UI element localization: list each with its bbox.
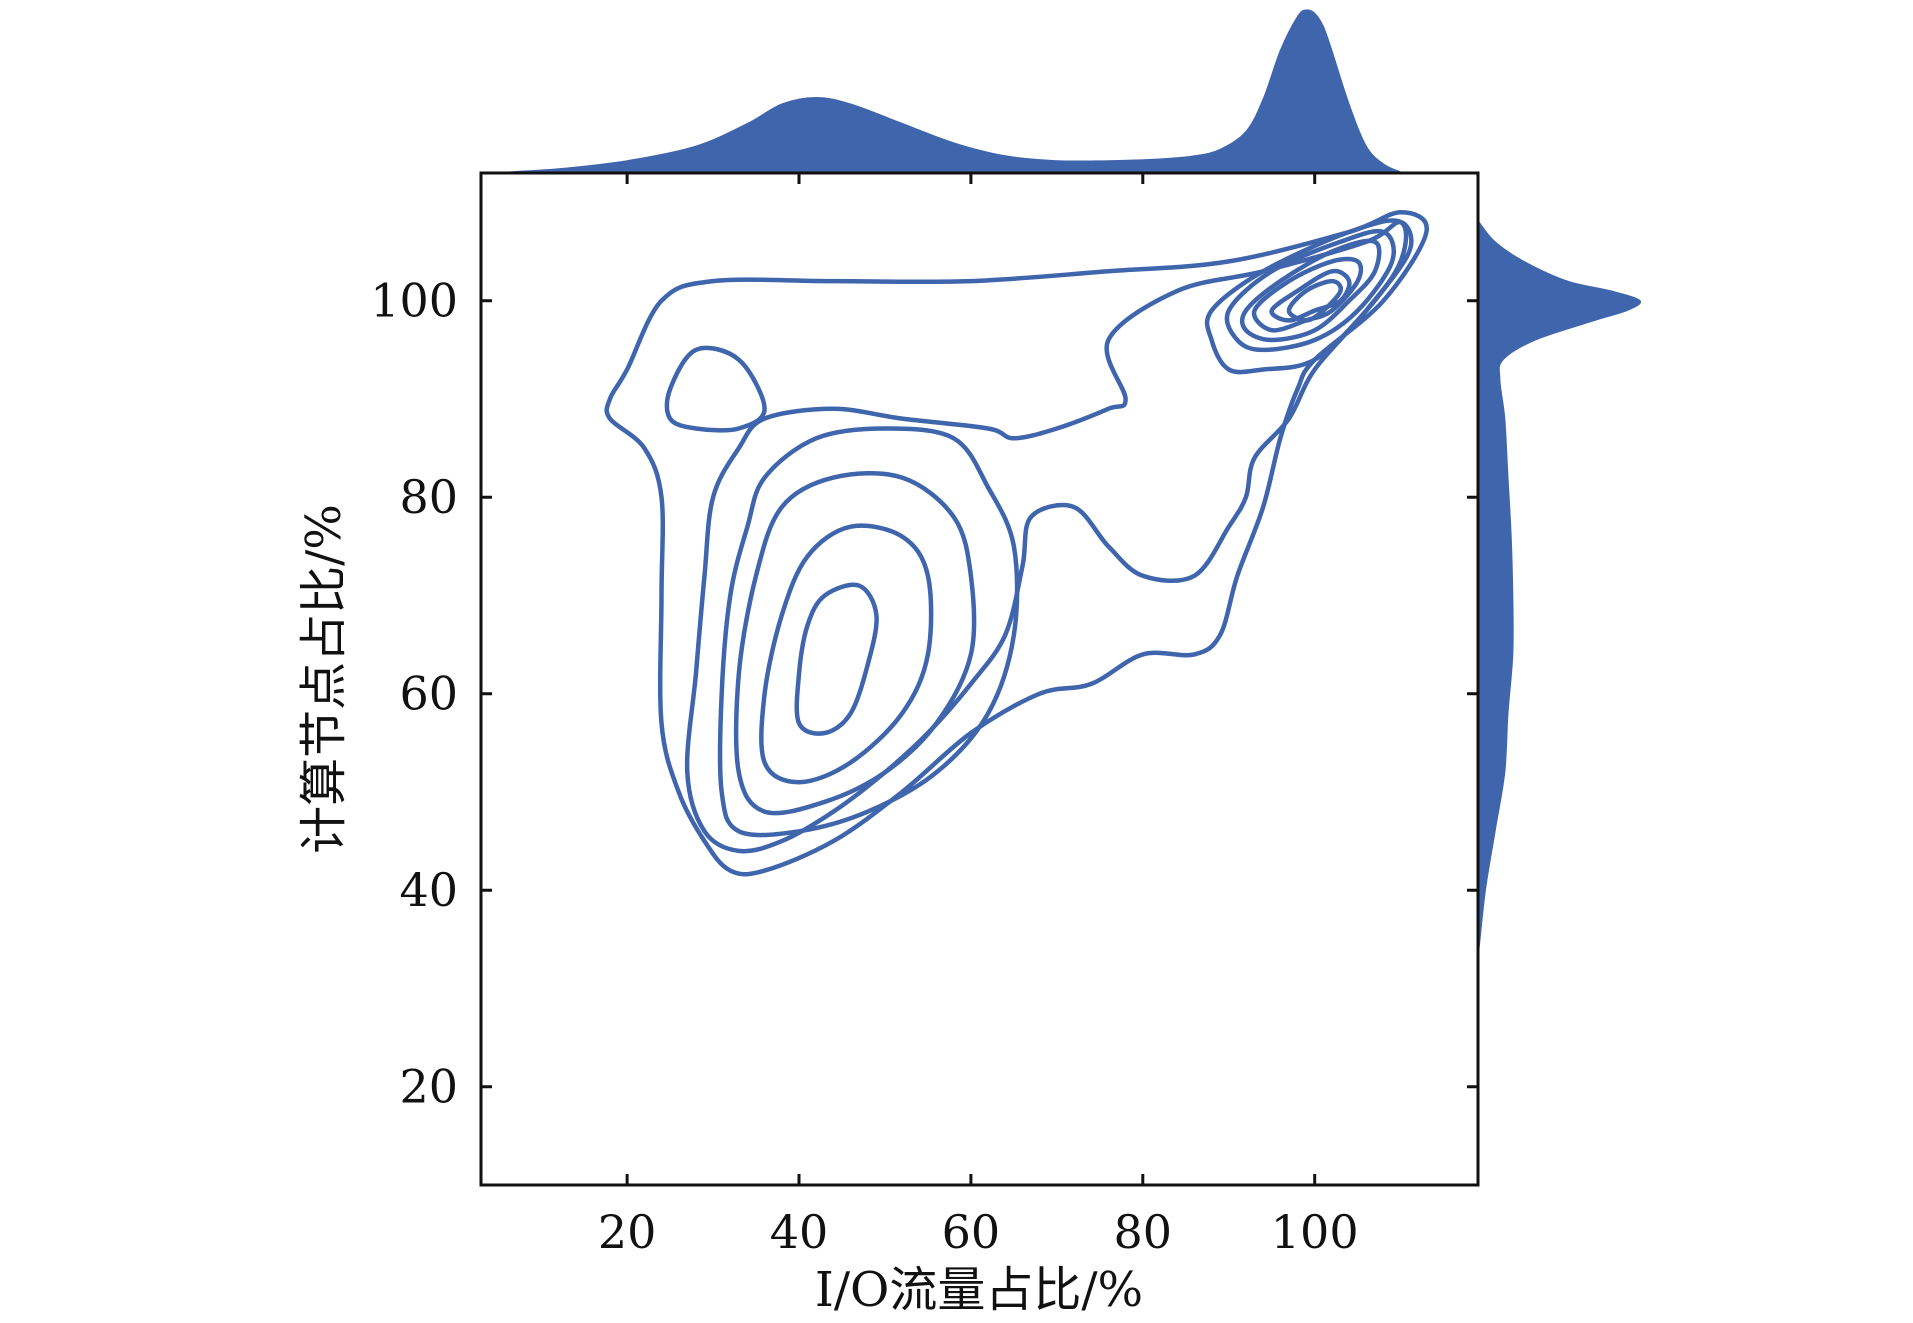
contour-line: [794, 582, 879, 736]
contour-line: [684, 219, 1414, 854]
contour-line: [1286, 278, 1343, 323]
contour-line: [1269, 268, 1352, 323]
contour-line: [664, 345, 767, 433]
contour-line: [717, 426, 1020, 838]
contour-line: [1239, 238, 1382, 343]
plot-frame: [479, 171, 1480, 1187]
x-tick-label: 80: [1114, 1205, 1173, 1259]
marginal-y-area: [1478, 220, 1642, 950]
axis-ticks: 20 40 60 80 100 20 40 60 80 100: [370, 173, 1478, 1259]
contour-line: [1204, 218, 1409, 375]
y-tick-label: 80: [399, 470, 458, 524]
x-tick-label: 100: [1271, 1205, 1359, 1259]
y-tick-label: 60: [399, 667, 458, 721]
y-tick-label: 20: [399, 1060, 458, 1114]
y-tick-label: 40: [399, 863, 458, 917]
x-axis-title: I/O流量占比/%: [815, 1262, 1143, 1318]
x-tick-label: 20: [598, 1205, 657, 1259]
contour-line: [759, 523, 934, 785]
marginal-x-density: [506, 9, 1401, 173]
contour-line: [1224, 228, 1396, 353]
contour-line: [733, 471, 977, 816]
y-tick-label: 100: [370, 274, 458, 328]
contour-line: [604, 210, 1429, 877]
contour-line: [1251, 256, 1364, 333]
contour-lines: [604, 210, 1429, 877]
x-tick-label: 40: [770, 1205, 829, 1259]
marginal-y-density: [1478, 220, 1642, 950]
x-tick-label: 60: [942, 1205, 1001, 1259]
marginal-x-area: [506, 9, 1401, 173]
y-axis-title: 计算节点占比/%: [296, 504, 352, 854]
